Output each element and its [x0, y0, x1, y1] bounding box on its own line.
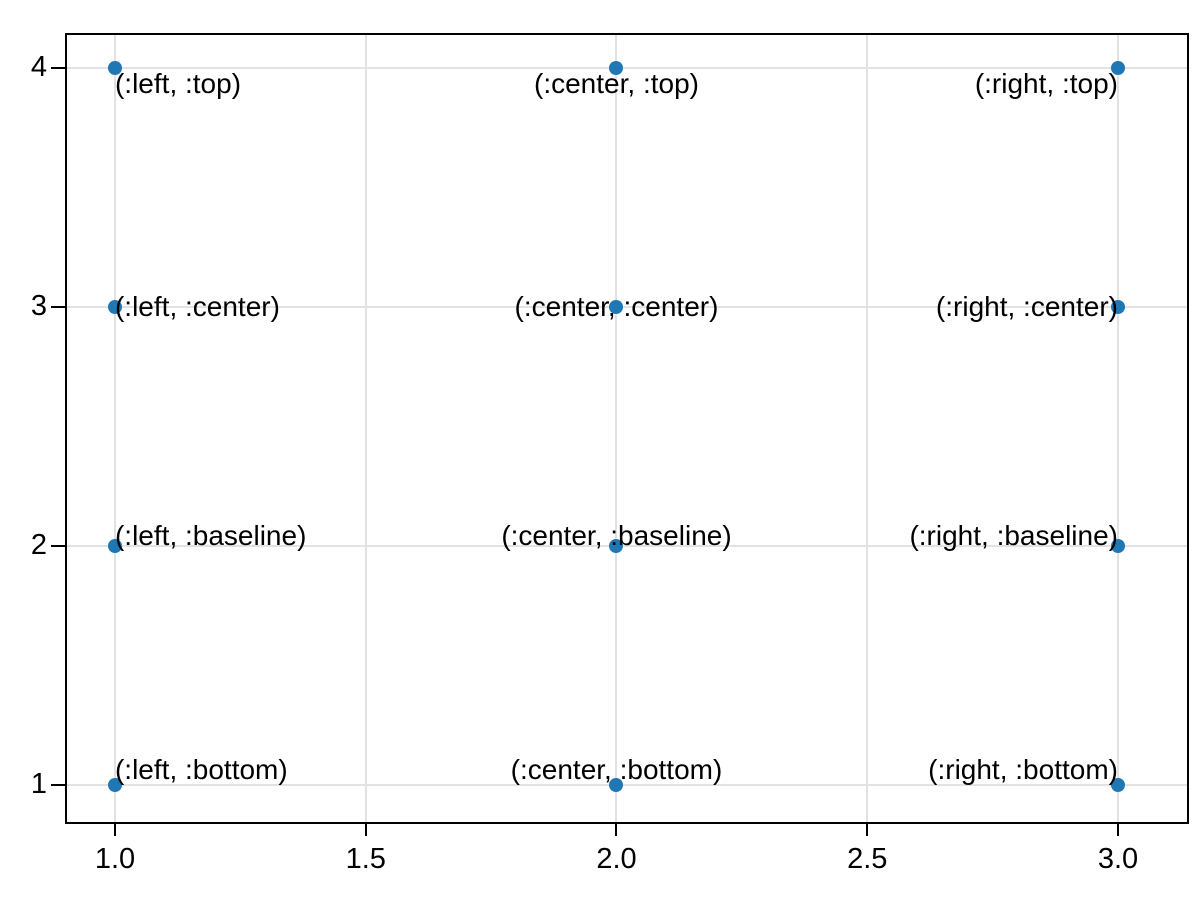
x-tick-mark [1116, 822, 1119, 836]
scatter-point [107, 538, 122, 553]
point-label: (:center, :bottom) [510, 753, 723, 785]
x-tick-label: 3.0 [1097, 843, 1139, 875]
x-gridline [1116, 35, 1119, 822]
scatter-point [107, 60, 122, 75]
y-tick-label: 2 [30, 528, 47, 561]
scatter-point [107, 777, 122, 792]
x-tick-mark [364, 822, 367, 836]
point-label: (:left, :top) [114, 68, 242, 100]
point-label: (:center, :baseline) [501, 520, 732, 552]
point-label: (:right, :bottom) [928, 753, 1118, 785]
x-gridline [113, 35, 116, 822]
x-tick-mark [866, 822, 869, 836]
y-gridline [67, 544, 1187, 547]
y-gridline [67, 66, 1187, 69]
scatter-point [609, 538, 624, 553]
point-label: (:left, :baseline) [114, 520, 307, 552]
plot-frame [65, 33, 1189, 824]
point-label: (:center, :top) [534, 68, 699, 100]
point-label: (:left, :bottom) [114, 753, 288, 785]
point-label: (:right, :top) [974, 68, 1118, 100]
scatter-point [107, 299, 122, 314]
y-gridline [67, 305, 1187, 308]
y-tick-mark [51, 544, 65, 547]
point-label: (:right, :baseline) [909, 520, 1118, 552]
x-tick-label: 1.0 [94, 843, 136, 875]
x-tick-label: 1.5 [345, 843, 386, 875]
scatter-point [1110, 299, 1125, 314]
scatter-point [609, 777, 624, 792]
x-tick-label: 2.5 [847, 843, 888, 875]
point-label: (:left, :center) [114, 290, 280, 322]
point-label: (:center, :center) [514, 290, 719, 322]
scatter-point [609, 60, 624, 75]
plot-area: 1.0 1.5 2.0 2.5 3.0 1 2 3 4 (:left, :top) (:center… [31, 33, 1189, 874]
y-tick-mark [51, 305, 65, 308]
y-gridline [67, 783, 1187, 786]
x-tick-mark [615, 822, 618, 836]
y-tick-label: 3 [30, 289, 47, 322]
x-tick-mark [113, 822, 116, 836]
y-tick-label: 4 [30, 50, 47, 83]
y-tick-mark [51, 783, 65, 786]
scatter-point [1110, 538, 1125, 553]
y-tick-mark [51, 66, 65, 69]
x-gridline [364, 35, 367, 822]
point-label: (:right, :center) [935, 290, 1118, 322]
x-gridline [866, 35, 869, 822]
scatter-point [609, 299, 624, 314]
y-tick-label: 1 [30, 767, 47, 800]
x-tick-label: 2.0 [596, 843, 637, 875]
scatter-point [1110, 777, 1125, 792]
x-gridline [615, 35, 618, 822]
scatter-point [1110, 60, 1125, 75]
